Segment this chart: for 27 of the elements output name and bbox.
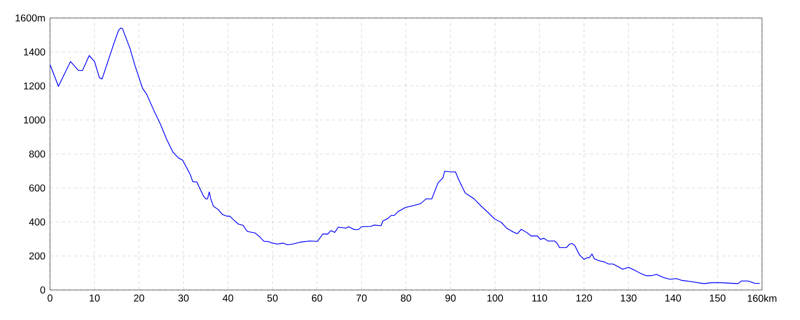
- x-tick-label: 100: [487, 294, 503, 302]
- x-tick-label: 20: [134, 294, 144, 302]
- x-tick-label: 40: [222, 294, 234, 302]
- y-tick-label: 600: [29, 184, 46, 192]
- y-tick-label: 1200: [24, 82, 46, 90]
- x-tick-label: 130: [620, 294, 636, 302]
- x-tick-label: 90: [445, 294, 456, 302]
- x-tick-label: 70: [356, 294, 367, 302]
- y-tick-label: 0: [40, 286, 46, 294]
- x-tick-label: 50: [267, 294, 278, 302]
- y-tick-label: 800: [29, 150, 46, 158]
- x-tick-label: 80: [400, 294, 412, 302]
- y-tick-label: 1000: [24, 116, 46, 124]
- y-tick-label: 200: [29, 252, 46, 260]
- x-tick-label: 0: [48, 294, 52, 302]
- x-tick-label: 110: [532, 294, 548, 302]
- y-tick-label: 1400: [24, 48, 46, 56]
- x-tick-label: 30: [178, 294, 189, 302]
- x-tick-label: 160km: [748, 294, 776, 302]
- line-series: [50, 28, 760, 284]
- x-tick-label: 120: [576, 294, 592, 302]
- y-tick-label: 1600m: [16, 14, 45, 22]
- x-tick-label: 10: [90, 294, 100, 302]
- x-tick-label: 60: [312, 294, 322, 302]
- x-tick-label: 150: [710, 294, 726, 302]
- x-tick-label: 140: [665, 294, 681, 302]
- y-tick-label: 400: [29, 218, 46, 226]
